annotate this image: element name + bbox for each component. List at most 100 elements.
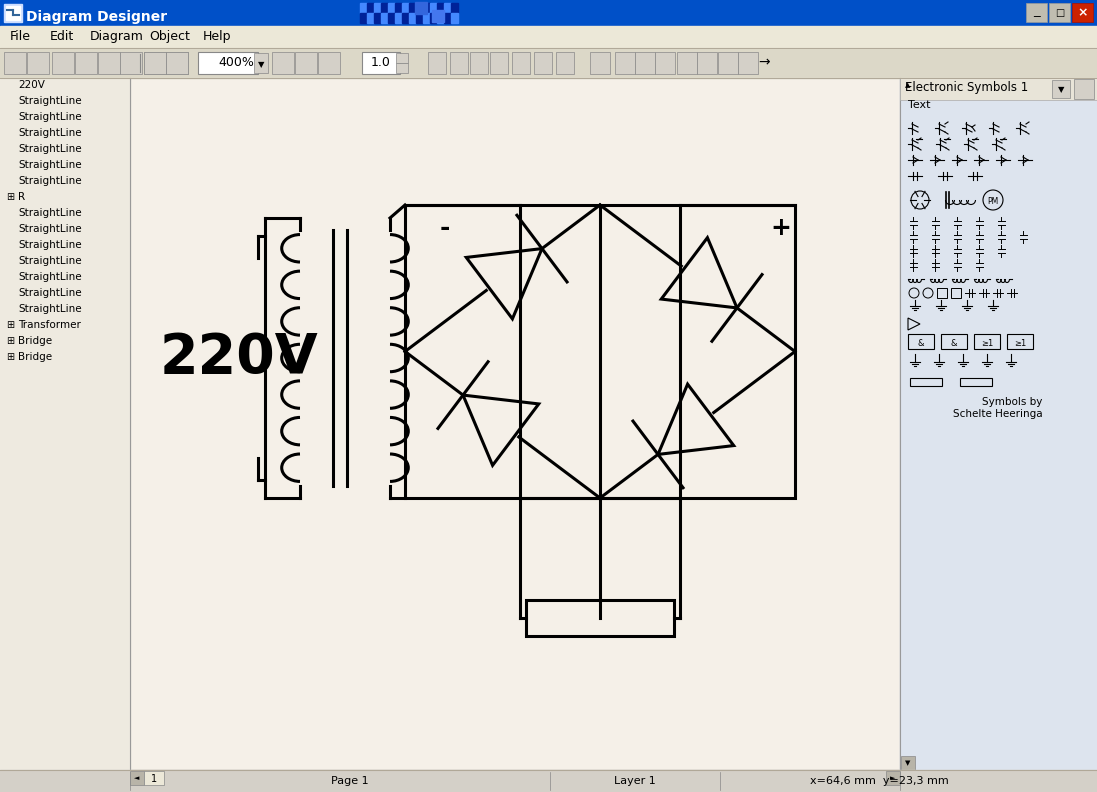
Bar: [120, 52, 142, 74]
Bar: [1049, 3, 1070, 22]
Bar: [911, 378, 942, 386]
Bar: [450, 52, 468, 74]
Bar: [415, 2, 427, 14]
Bar: [444, 3, 451, 13]
Text: ▼: ▼: [258, 60, 264, 70]
Bar: [512, 52, 530, 74]
Bar: [937, 288, 947, 298]
Text: StraightLine: StraightLine: [18, 240, 81, 250]
Bar: [444, 13, 451, 23]
Text: Help: Help: [203, 30, 231, 43]
Bar: [900, 78, 1097, 100]
Bar: [27, 52, 49, 74]
Bar: [360, 13, 367, 23]
Bar: [395, 13, 402, 23]
Bar: [131, 771, 144, 785]
Bar: [381, 3, 388, 13]
Bar: [388, 3, 395, 13]
Bar: [144, 771, 163, 785]
Bar: [941, 334, 966, 349]
Bar: [490, 52, 508, 74]
Text: -: -: [440, 216, 451, 240]
Bar: [1007, 334, 1033, 349]
Text: R: R: [18, 192, 25, 202]
Bar: [131, 78, 900, 770]
Text: 400%: 400%: [218, 56, 253, 69]
Bar: [144, 52, 166, 74]
Bar: [388, 13, 395, 23]
Text: Bridge: Bridge: [18, 336, 53, 346]
Bar: [166, 52, 188, 74]
Text: StraightLine: StraightLine: [18, 160, 81, 170]
Bar: [719, 52, 738, 74]
Text: Symbols by
Schelte Heeringa: Symbols by Schelte Heeringa: [953, 397, 1043, 419]
Bar: [908, 334, 934, 349]
Text: □: □: [1055, 8, 1064, 18]
Text: Object: Object: [149, 30, 191, 43]
Bar: [974, 334, 1000, 349]
Text: StraightLine: StraightLine: [18, 112, 81, 122]
Text: Diagram Designer: Diagram Designer: [26, 10, 167, 24]
Bar: [655, 52, 675, 74]
Bar: [900, 78, 916, 770]
Bar: [197, 52, 258, 74]
Bar: [381, 13, 388, 23]
Bar: [423, 13, 430, 23]
Text: ⊞: ⊞: [5, 336, 14, 346]
Bar: [534, 52, 552, 74]
Text: StraightLine: StraightLine: [18, 144, 81, 154]
Text: ≥1: ≥1: [981, 340, 993, 348]
Bar: [144, 52, 166, 74]
Text: 220V: 220V: [18, 80, 45, 90]
Bar: [886, 771, 900, 785]
Bar: [901, 756, 915, 770]
Bar: [409, 13, 416, 23]
Text: ▼: ▼: [1058, 86, 1064, 94]
Bar: [451, 13, 459, 23]
Text: ⊞: ⊞: [5, 352, 14, 362]
Bar: [4, 52, 26, 74]
Bar: [318, 52, 340, 74]
Bar: [901, 78, 915, 92]
Bar: [272, 52, 294, 74]
Bar: [402, 3, 409, 13]
Text: Electronic Symbols 1: Electronic Symbols 1: [905, 81, 1028, 94]
Bar: [615, 52, 635, 74]
Bar: [0, 770, 1097, 792]
Text: StraightLine: StraightLine: [18, 272, 81, 282]
Text: StraightLine: StraightLine: [18, 256, 81, 266]
Text: ▼: ▼: [905, 760, 911, 766]
Bar: [374, 13, 381, 23]
Text: StraightLine: StraightLine: [18, 96, 81, 106]
Text: StraightLine: StraightLine: [18, 208, 81, 218]
Text: Text: Text: [908, 100, 930, 110]
Bar: [374, 3, 381, 13]
Bar: [525, 600, 674, 636]
Text: Edit: Edit: [50, 30, 75, 43]
Text: →: →: [758, 55, 770, 69]
Bar: [52, 52, 73, 74]
Bar: [437, 13, 444, 23]
Text: ►: ►: [891, 775, 895, 781]
Bar: [900, 78, 1097, 770]
Bar: [1072, 3, 1093, 22]
Bar: [395, 3, 402, 13]
Text: Diagram: Diagram: [90, 30, 144, 43]
Bar: [396, 53, 408, 63]
Bar: [556, 52, 574, 74]
Bar: [367, 13, 374, 23]
Text: PM: PM: [987, 197, 998, 207]
Text: +: +: [770, 216, 791, 240]
Text: StraightLine: StraightLine: [18, 128, 81, 138]
Bar: [0, 26, 1097, 48]
Bar: [697, 52, 717, 74]
Bar: [635, 52, 655, 74]
Text: File: File: [10, 30, 31, 43]
Bar: [677, 52, 697, 74]
Bar: [1026, 3, 1047, 22]
Text: 220V: 220V: [160, 331, 319, 385]
Text: Transformer: Transformer: [18, 320, 81, 330]
Bar: [1074, 79, 1094, 99]
Bar: [470, 52, 488, 74]
Bar: [98, 52, 120, 74]
